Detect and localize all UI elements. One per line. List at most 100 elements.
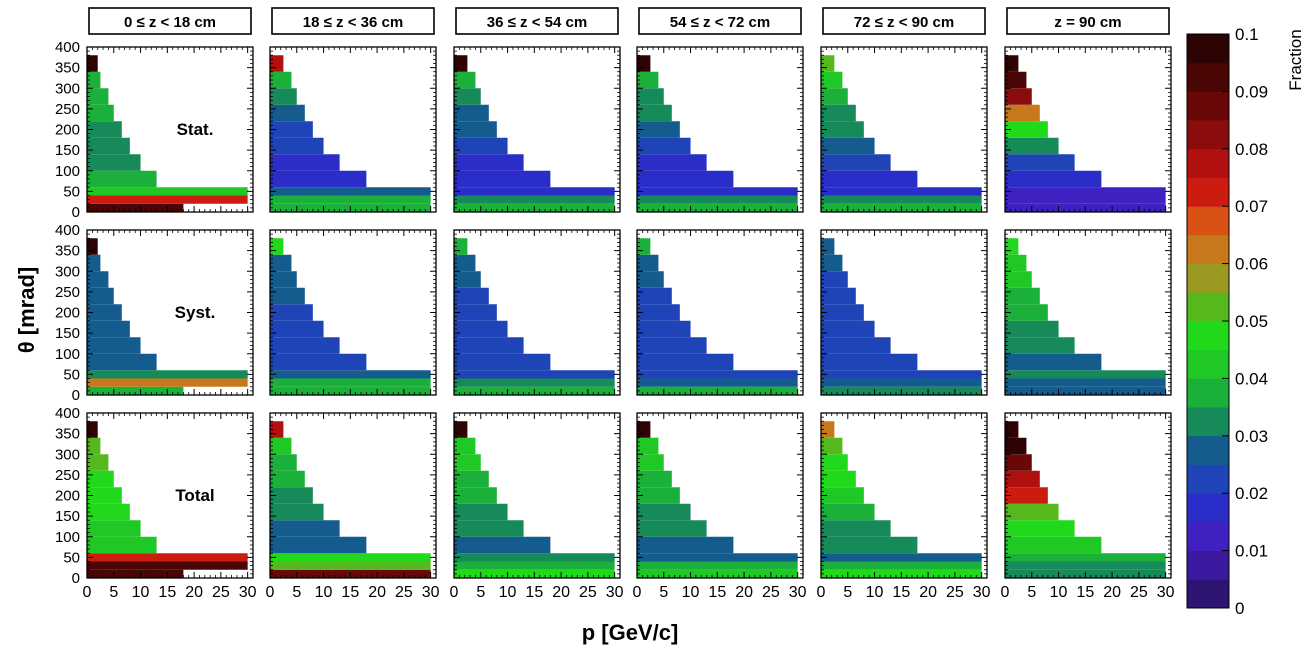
heatmap-cell xyxy=(821,520,891,537)
x-tick-label: 25 xyxy=(395,584,413,601)
y-tick-label: 400 xyxy=(55,39,80,56)
x-tick-label: 25 xyxy=(212,584,230,601)
colorbar-segment xyxy=(1187,91,1229,121)
heatmap-panel: 0 5 10 15 20 25 30 xyxy=(450,412,624,601)
heatmap-cell xyxy=(270,304,313,321)
row-label: Syst. xyxy=(175,303,216,322)
y-tick-label: 0 xyxy=(72,570,80,587)
x-tick-label: 5 xyxy=(659,584,668,601)
heatmap-cell xyxy=(87,503,130,521)
y-axis-title: θ [mrad] xyxy=(14,267,39,353)
heatmap-cell xyxy=(1005,187,1166,196)
heatmap-cell xyxy=(87,238,98,255)
y-tick-label: 100 xyxy=(55,346,80,363)
heatmap-cell xyxy=(270,536,367,554)
heatmap-cell xyxy=(454,520,524,537)
column-header-box xyxy=(1006,7,1170,35)
heatmap-cell xyxy=(637,304,680,321)
y-tick-label: 200 xyxy=(55,122,80,139)
colorbar-tick-label: 0.09 xyxy=(1235,82,1268,101)
column-header: 0 ≤ z < 18 cm xyxy=(88,7,252,35)
x-tick-label: 20 xyxy=(552,584,570,601)
x-tick-label: 10 xyxy=(1050,584,1068,601)
heatmap-cell xyxy=(454,378,615,387)
heatmap-panel xyxy=(269,46,437,213)
heatmap-cell xyxy=(454,254,476,272)
heatmap-cell xyxy=(637,370,798,379)
colorbar-tick-label: 0.06 xyxy=(1235,255,1268,274)
colorbar-tick-label: 0.05 xyxy=(1235,312,1268,331)
heatmap-cell xyxy=(637,187,798,196)
heatmap-cell xyxy=(87,421,98,438)
x-tick-label: 10 xyxy=(132,584,150,601)
heatmap-cell xyxy=(454,154,524,171)
y-tick-label: 150 xyxy=(55,508,80,525)
heatmap-cell xyxy=(821,487,864,504)
column-header: 72 ≤ z < 90 cm xyxy=(822,7,986,35)
heatmap-cell xyxy=(87,470,114,488)
heatmap-cell xyxy=(87,137,130,155)
heatmap-cell xyxy=(1005,104,1040,122)
heatmap-panel xyxy=(636,46,804,213)
heatmap-cell xyxy=(1005,470,1040,488)
heatmap-cell xyxy=(270,287,305,305)
heatmap-cell xyxy=(270,437,292,455)
heatmap-cell xyxy=(454,454,481,471)
x-tick-label: 15 xyxy=(708,584,726,601)
heatmap-cell xyxy=(821,470,856,488)
heatmap-cell xyxy=(1005,88,1032,105)
heatmap-cell xyxy=(87,487,122,504)
y-tick-label: 100 xyxy=(55,163,80,180)
heatmap-cell xyxy=(87,254,101,272)
colorbar-tick-label: 0.1 xyxy=(1235,25,1259,44)
heatmap-cell xyxy=(1005,71,1027,89)
row-label: Total xyxy=(175,486,214,505)
heatmap-cell xyxy=(1005,137,1059,155)
heatmap-cell xyxy=(637,454,664,471)
heatmap-cell xyxy=(821,337,891,354)
x-tick-label: 15 xyxy=(1076,584,1094,601)
heatmap-cell xyxy=(637,88,664,105)
x-tick-label: 5 xyxy=(292,584,301,601)
heatmap-cell xyxy=(821,536,918,554)
heatmap-cell xyxy=(270,71,292,89)
heatmap-cell xyxy=(87,104,114,122)
heatmap-cell xyxy=(87,370,248,379)
heatmap-cell xyxy=(821,304,864,321)
heatmap-cell xyxy=(87,154,141,171)
colorbar-segment xyxy=(1187,148,1229,178)
heatmap-cell xyxy=(637,121,680,138)
x-tick-label: 25 xyxy=(579,584,597,601)
heatmap-cell xyxy=(270,271,297,288)
heatmap-panel xyxy=(269,229,437,396)
heatmap-cell xyxy=(454,503,508,521)
colorbar-segment xyxy=(1187,292,1229,322)
y-tick-label: 400 xyxy=(55,405,80,422)
heatmap-cell xyxy=(270,561,431,570)
column-header-label: 54 ≤ z < 72 cm xyxy=(670,14,770,31)
heatmap-cell xyxy=(454,187,615,196)
column-header-box xyxy=(822,7,986,35)
heatmap-cell xyxy=(87,187,248,196)
y-tick-label: 250 xyxy=(55,284,80,301)
heatmap-cell xyxy=(87,170,157,188)
x-tick-label: 0 xyxy=(450,584,459,601)
heatmap-cell xyxy=(270,503,324,521)
heatmap-cell xyxy=(454,71,476,89)
x-tick-label: 0 xyxy=(633,584,642,601)
heatmap-cell xyxy=(637,487,680,504)
heatmap-cell xyxy=(270,454,297,471)
y-tick-label: 0 xyxy=(72,204,80,221)
heatmap-cell xyxy=(637,254,659,272)
heatmap-cell xyxy=(1005,154,1075,171)
x-tick-label: 10 xyxy=(499,584,517,601)
heatmap-cell xyxy=(270,553,431,562)
heatmap-cell xyxy=(637,378,798,387)
heatmap-panel: 0 5 10 15 20 25 30 xyxy=(633,412,807,601)
heatmap-cell xyxy=(270,487,313,504)
y-tick-label: 150 xyxy=(55,142,80,159)
heatmap-cell xyxy=(454,271,481,288)
heatmap-cell xyxy=(821,561,982,570)
x-tick-label: 15 xyxy=(158,584,176,601)
heatmap-cell xyxy=(637,553,798,562)
